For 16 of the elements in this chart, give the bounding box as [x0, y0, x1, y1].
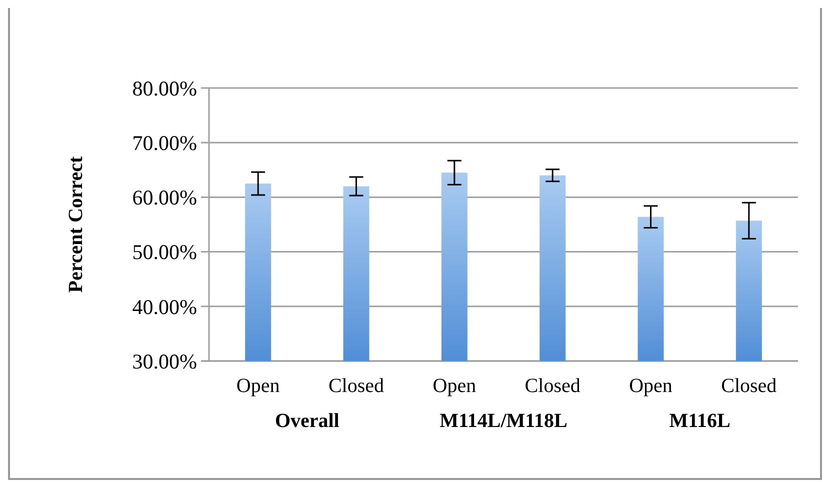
y-tick-label: 30.00%: [132, 349, 197, 374]
text: M114L/M118L: [440, 410, 568, 432]
y-tick-label: 50.00%: [132, 240, 197, 264]
x-tick-label: Open: [432, 375, 476, 397]
text: M116L: [669, 410, 730, 432]
x-tick-label: Closed: [524, 375, 580, 397]
y-tick-label: 60.00%: [132, 186, 197, 210]
y-tick-label: 80.00%: [132, 76, 197, 100]
text: Overall: [274, 410, 340, 432]
y-tick-label: 70.00%: [132, 130, 197, 155]
x-tick-label: Closed: [721, 375, 777, 397]
y-tick-label: 40.00%: [132, 294, 197, 319]
x-tick-label: Closed: [328, 375, 384, 397]
x-tick-label: Open: [629, 375, 672, 397]
y-axis-title: Percent Correct: [65, 156, 87, 293]
x-tick-label: Open: [236, 375, 280, 397]
